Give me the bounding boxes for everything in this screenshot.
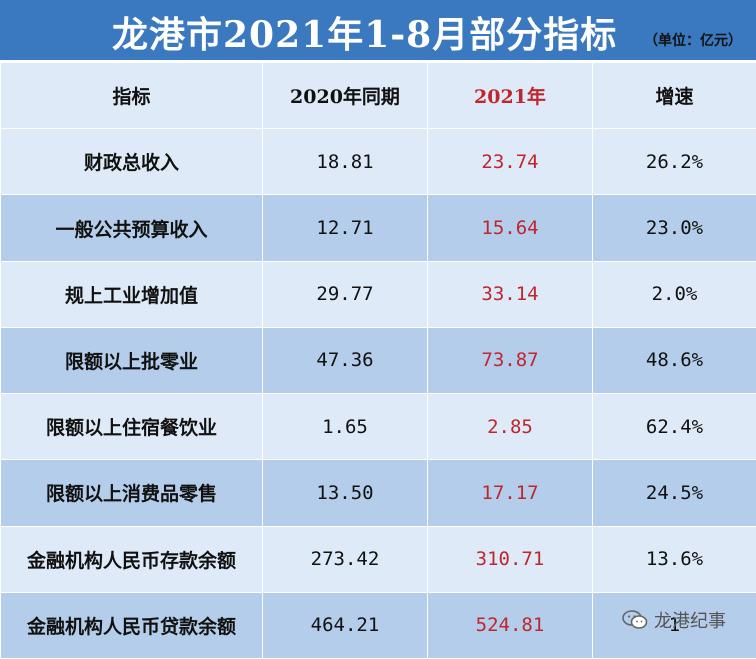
watermark-text: 龙港纪事 — [654, 611, 726, 632]
current-value: 73.87 — [427, 326, 593, 395]
prev-value: 1.65 — [262, 393, 428, 461]
table-row: 规上工业增加值 29.77 33.14 2.0% — [0, 260, 756, 328]
table-row: 财政总收入 18.81 23.74 26.2% — [0, 128, 756, 196]
growth-value: 1 — [592, 591, 756, 659]
growth-value: 23.0% — [592, 194, 756, 262]
prev-value: 29.77 — [262, 260, 428, 328]
growth-value: 62.4% — [592, 393, 756, 461]
table-row: 金融机构人民币贷款余额 464.21 524.81 1 — [0, 591, 756, 659]
indicator-name: 规上工业增加值 — [0, 260, 263, 328]
current-value: 524.81 — [427, 591, 593, 659]
indicator-name: 限额以上批零业 — [0, 326, 263, 395]
prev-value: 273.42 — [262, 525, 428, 593]
indicator-name: 金融机构人民币存款余额 — [0, 525, 263, 593]
current-value: 310.71 — [427, 525, 593, 593]
page-title: 龙港市2021年1-8月部分指标 — [112, 14, 618, 56]
column-header-current-year: 2021年 — [427, 61, 593, 130]
growth-value: 26.2% — [592, 128, 756, 196]
indicator-name: 限额以上消费品零售 — [0, 459, 263, 527]
indicator-table: 指标 2020年同期 2021年 增速 财政总收入 18.81 23.74 26… — [0, 61, 756, 659]
growth-value: 24.5% — [592, 459, 756, 527]
column-header-growth: 增速 — [592, 61, 756, 130]
indicator-name: 金融机构人民币贷款余额 — [0, 591, 263, 659]
table-row: 一般公共预算收入 12.71 15.64 23.0% — [0, 194, 756, 262]
current-value: 17.17 — [427, 459, 593, 527]
current-value: 2.85 — [427, 393, 593, 461]
indicator-name: 财政总收入 — [0, 128, 263, 196]
prev-value: 18.81 — [262, 128, 428, 196]
current-value: 15.64 — [427, 194, 593, 262]
column-header-prev-year: 2020年同期 — [262, 61, 428, 130]
table-header-row: 指标 2020年同期 2021年 增速 — [0, 61, 756, 130]
table-row: 限额以上住宿餐饮业 1.65 2.85 62.4% — [0, 393, 756, 461]
table-row: 金融机构人民币存款余额 273.42 310.71 13.6% — [0, 525, 756, 593]
prev-value: 12.71 — [262, 194, 428, 262]
prev-value: 464.21 — [262, 591, 428, 659]
growth-value: 13.6% — [592, 525, 756, 593]
prev-value: 13.50 — [262, 459, 428, 527]
table-row: 限额以上消费品零售 13.50 17.17 24.5% — [0, 459, 756, 527]
indicator-name: 一般公共预算收入 — [0, 194, 263, 262]
wechat-icon — [622, 610, 648, 630]
watermark: 龙港纪事 — [622, 607, 726, 633]
table-row: 限额以上批零业 47.36 73.87 48.6% — [0, 326, 756, 395]
growth-value: 48.6% — [592, 326, 756, 395]
unit-label: （单位：亿元） — [644, 33, 742, 49]
indicator-name: 限额以上住宿餐饮业 — [0, 393, 263, 461]
growth-value: 2.0% — [592, 260, 756, 328]
column-header-indicator: 指标 — [0, 61, 263, 130]
current-value: 23.74 — [427, 128, 593, 196]
prev-value: 47.36 — [262, 326, 428, 395]
title-bar: 龙港市2021年1-8月部分指标 （单位：亿元） — [0, 0, 756, 60]
current-value: 33.14 — [427, 260, 593, 328]
